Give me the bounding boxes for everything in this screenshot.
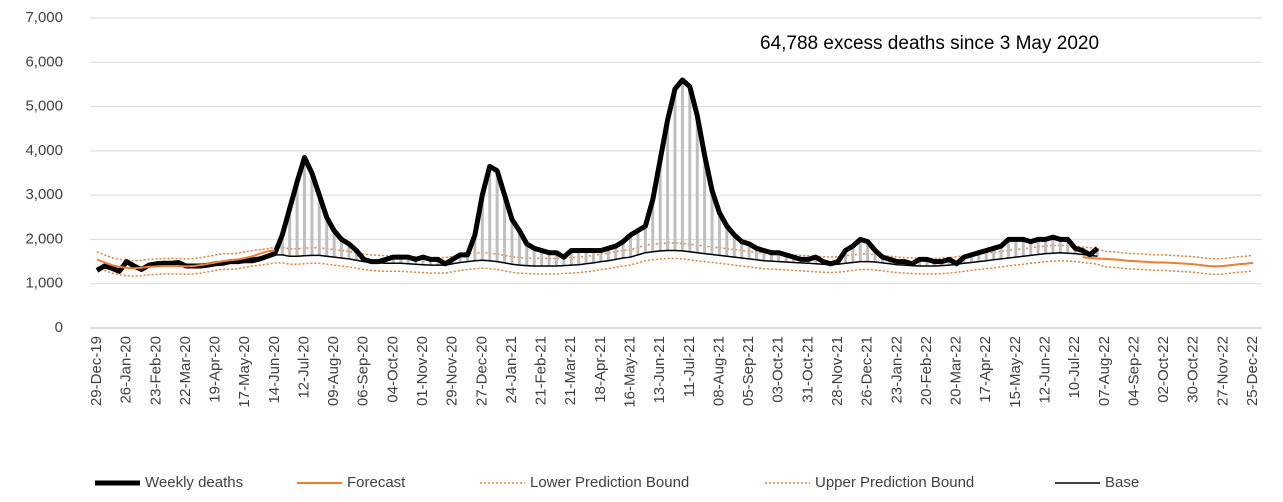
- x-tick-label: 12-Jul-20: [295, 336, 312, 399]
- legend-label: Lower Prediction Bound: [530, 474, 689, 491]
- x-tick-label: 02-Oct-22: [1155, 336, 1172, 403]
- x-tick-label: 19-Apr-20: [207, 336, 224, 403]
- x-tick-label: 07-Aug-22: [1096, 336, 1113, 406]
- x-tick-label: 29-Nov-20: [444, 336, 461, 406]
- x-tick-label: 20-Feb-22: [918, 336, 935, 405]
- x-tick-label: 31-Oct-21: [799, 336, 816, 403]
- annotation: 64,788 excess deaths since 3 May 2020: [760, 33, 1099, 54]
- legend-label: Upper Prediction Bound: [815, 474, 974, 491]
- x-tick-label: 28-Nov-21: [829, 336, 846, 406]
- x-tick-label: 27-Dec-20: [473, 336, 490, 406]
- x-tick-label: 18-Apr-21: [592, 336, 609, 403]
- y-tick-label: 0: [55, 319, 63, 336]
- x-tick-label: 25-Dec-22: [1244, 336, 1261, 406]
- x-tick-label: 16-May-21: [622, 336, 639, 408]
- y-tick-label: 6,000: [25, 53, 63, 70]
- legend-label: Weekly deaths: [145, 474, 243, 491]
- line-series: [96, 249, 1254, 270]
- y-tick-label: 7,000: [25, 9, 63, 26]
- x-tick-label: 08-Aug-21: [710, 336, 727, 406]
- x-tick-label: 29-Dec-19: [88, 336, 105, 406]
- x-tick-label: 30-Oct-22: [1185, 336, 1202, 403]
- x-tick-label: 03-Oct-21: [770, 336, 787, 403]
- x-tick-label: 06-Sep-20: [355, 336, 372, 406]
- x-tick-label: 23-Feb-20: [147, 336, 164, 405]
- y-tick-label: 2,000: [25, 230, 63, 247]
- x-tick-label: 21-Feb-21: [533, 336, 550, 405]
- legend-label: Base: [1105, 474, 1139, 491]
- x-tick-label: 26-Dec-21: [859, 336, 876, 406]
- x-tick-label: 15-May-22: [1007, 336, 1024, 408]
- x-tick-label: 26-Jan-20: [118, 336, 135, 404]
- x-tick-label: 04-Oct-20: [384, 336, 401, 403]
- x-tick-label: 17-Apr-22: [977, 336, 994, 403]
- x-tick-label: 14-Jun-20: [266, 336, 283, 404]
- y-tick-label: 5,000: [25, 98, 63, 115]
- x-tick-label: 27-Nov-22: [1214, 336, 1231, 406]
- line-series: [95, 77, 1100, 274]
- x-tick-label: 20-Mar-22: [948, 336, 965, 405]
- x-tick-label: 12-Jun-22: [1036, 336, 1053, 404]
- x-tick-label: 10-Jul-22: [1066, 336, 1083, 399]
- x-tick-label: 24-Jan-21: [503, 336, 520, 404]
- x-tick-label: 13-Jun-21: [651, 336, 668, 404]
- legend-label: Forecast: [347, 474, 406, 491]
- y-tick-label: 1,000: [25, 275, 63, 292]
- y-tick-label: 4,000: [25, 142, 63, 159]
- x-tick-label: 01-Nov-20: [414, 336, 431, 406]
- x-tick-label: 04-Sep-22: [1125, 336, 1142, 406]
- x-tick-label: 11-Jul-21: [681, 336, 698, 397]
- x-tick-label: 17-May-20: [236, 336, 253, 408]
- x-tick-label: 21-Mar-21: [562, 336, 579, 405]
- x-tick-label: 22-Mar-20: [177, 336, 194, 405]
- x-tick-label: 23-Jan-22: [888, 336, 905, 404]
- y-tick-label: 3,000: [25, 186, 63, 203]
- x-tick-label: 05-Sep-21: [740, 336, 757, 406]
- x-tick-label: 09-Aug-20: [325, 336, 342, 406]
- line-series: [96, 257, 1254, 277]
